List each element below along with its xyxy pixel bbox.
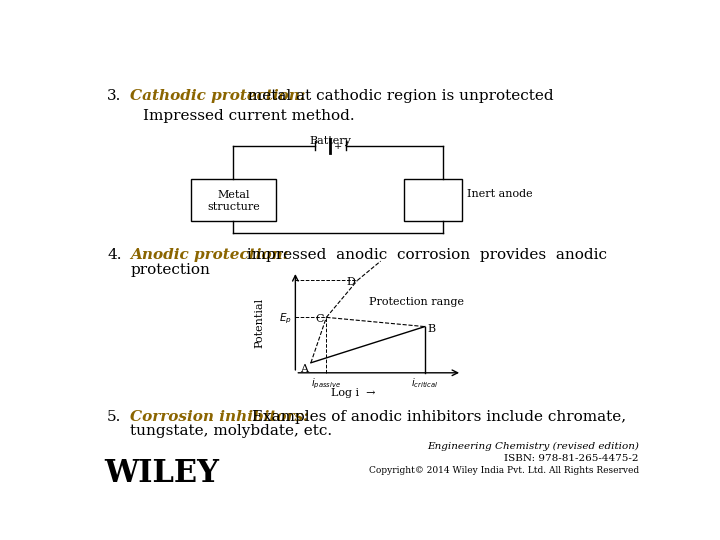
Text: WILEY: WILEY	[104, 457, 219, 489]
Text: B: B	[427, 324, 436, 334]
Text: D: D	[346, 277, 355, 287]
Text: 4.: 4.	[107, 248, 122, 262]
Text: Engineering Chemistry (revised edition): Engineering Chemistry (revised edition)	[427, 442, 639, 451]
Text: Protection range: Protection range	[369, 297, 464, 307]
Text: A: A	[300, 364, 307, 374]
Text: tungstate, molybdate, etc.: tungstate, molybdate, etc.	[130, 424, 333, 438]
Text: $i_{passive}$: $i_{passive}$	[311, 377, 341, 391]
Text: ISBN: 978-81-265-4475-2: ISBN: 978-81-265-4475-2	[504, 455, 639, 463]
Text: −: −	[307, 143, 315, 152]
Text: C: C	[315, 314, 324, 324]
Text: +: +	[334, 142, 342, 151]
Text: Battery: Battery	[310, 136, 351, 146]
Text: metal at cathodic region is unprotected: metal at cathodic region is unprotected	[243, 90, 554, 104]
Text: Potential: Potential	[254, 298, 264, 348]
Text: 5.: 5.	[107, 410, 122, 424]
Text: $i_{critical}$: $i_{critical}$	[411, 377, 438, 390]
Text: protection: protection	[130, 262, 210, 276]
Bar	[404, 179, 462, 221]
Bar	[191, 179, 276, 221]
Text: $E_p$: $E_p$	[279, 312, 292, 326]
Text: Metal
structure: Metal structure	[207, 190, 260, 212]
Text: Cathodic protection:: Cathodic protection:	[130, 90, 306, 104]
Text: Impressed current method.: Impressed current method.	[143, 110, 354, 124]
Text: Examples of anodic inhibitors include chromate,: Examples of anodic inhibitors include ch…	[246, 410, 626, 424]
Text: Inert anode: Inert anode	[467, 189, 533, 199]
Text: impressed  anodic  corrosion  provides  anodic: impressed anodic corrosion provides anod…	[238, 248, 607, 262]
Text: Corrosion inhibitors:: Corrosion inhibitors:	[130, 410, 309, 424]
Text: Copyright© 2014 Wiley India Pvt. Ltd. All Rights Reserved: Copyright© 2014 Wiley India Pvt. Ltd. Al…	[369, 466, 639, 475]
Text: 3.: 3.	[107, 90, 122, 104]
Text: Log i  →: Log i →	[331, 388, 376, 398]
Text: Anodic protection:: Anodic protection:	[130, 248, 289, 262]
